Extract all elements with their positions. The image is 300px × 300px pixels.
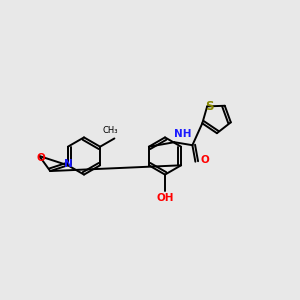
Text: S: S (205, 100, 214, 113)
Text: O: O (36, 153, 45, 164)
Text: CH₃: CH₃ (102, 127, 118, 136)
Text: N: N (64, 159, 72, 169)
Text: OH: OH (156, 193, 174, 202)
Text: O: O (201, 155, 209, 165)
Text: NH: NH (174, 129, 192, 139)
